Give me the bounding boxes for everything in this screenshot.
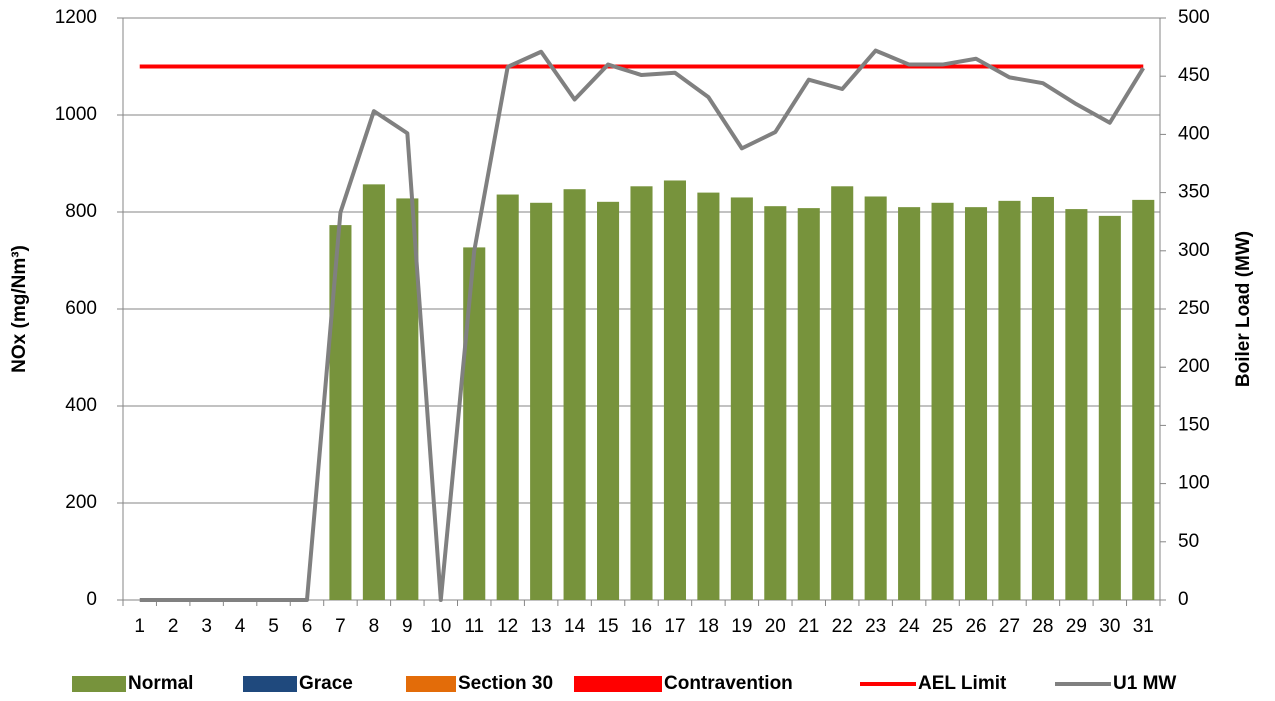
- legend-swatch: [574, 676, 662, 692]
- bar: [1098, 215, 1121, 600]
- bar: [931, 202, 954, 600]
- x-tick-label: 1: [134, 616, 145, 637]
- bar: [1065, 209, 1088, 600]
- x-tick-label: 22: [832, 616, 853, 637]
- y-axis-label: NOx (mg/Nm³): [9, 245, 30, 373]
- x-tick-label: 26: [965, 616, 986, 637]
- bar: [496, 194, 519, 601]
- y2-tick-label: 250: [1178, 298, 1210, 319]
- bar: [831, 186, 854, 601]
- y-tick-label: 1000: [55, 104, 97, 125]
- x-tick-label: 12: [497, 616, 518, 637]
- bar: [1132, 199, 1155, 600]
- y-tick-label: 600: [65, 298, 97, 319]
- x-tick-label: 4: [235, 616, 246, 637]
- bar: [1031, 196, 1054, 600]
- x-tick-label: 31: [1133, 616, 1154, 637]
- legend-label: Grace: [299, 673, 353, 694]
- bar: [864, 196, 887, 601]
- x-tick-label: 3: [201, 616, 212, 637]
- y2-tick-label: 450: [1178, 65, 1210, 86]
- x-tick-label: 15: [597, 616, 618, 637]
- y2-tick-label: 500: [1178, 7, 1210, 28]
- x-tick-label: 29: [1066, 616, 1087, 637]
- x-tick-label: 7: [335, 616, 346, 637]
- bar: [630, 186, 653, 601]
- bar: [597, 201, 620, 600]
- bar: [396, 198, 419, 601]
- x-tick-label: 30: [1099, 616, 1120, 637]
- legend-label: Normal: [128, 673, 193, 694]
- bar: [998, 200, 1021, 600]
- x-tick-label: 23: [865, 616, 886, 637]
- y-tick-label: 0: [86, 589, 97, 610]
- x-tick-label: 25: [932, 616, 953, 637]
- bar: [530, 202, 553, 600]
- y-tick-label: 1200: [55, 7, 97, 28]
- x-tick-label: 16: [631, 616, 652, 637]
- bar: [764, 206, 787, 600]
- y2-tick-label: 350: [1178, 182, 1210, 203]
- x-tick-label: 11: [464, 616, 484, 637]
- y-tick-label: 400: [65, 395, 97, 416]
- line-series: [139, 48, 1145, 602]
- y2-tick-label: 400: [1178, 123, 1210, 144]
- bar: [964, 207, 988, 600]
- bar: [697, 192, 720, 600]
- legend-label: AEL Limit: [918, 673, 1007, 694]
- x-tick-label: 5: [268, 616, 279, 637]
- x-tick-label: 20: [765, 616, 786, 637]
- x-tick-label: 21: [798, 616, 819, 637]
- bar: [329, 225, 352, 600]
- y2-tick-label: 300: [1178, 240, 1210, 261]
- legend-swatch: [72, 676, 126, 692]
- bar: [898, 207, 921, 600]
- bar: [362, 184, 385, 601]
- x-tick-label: 14: [564, 616, 586, 637]
- x-tick-label: 8: [369, 616, 380, 637]
- legend-swatch: [406, 676, 456, 692]
- x-tick-label: 6: [302, 616, 313, 637]
- legend-label: Contravention: [664, 673, 793, 694]
- y2-tick-label: 0: [1178, 589, 1189, 610]
- bar: [563, 189, 586, 600]
- bar: [663, 180, 686, 600]
- x-tick-label: 13: [531, 616, 552, 637]
- x-tick-label: 28: [1032, 616, 1053, 637]
- x-tick-label: 27: [999, 616, 1020, 637]
- y2-tick-label: 150: [1178, 414, 1210, 435]
- x-tick-label: 2: [168, 616, 179, 637]
- x-tick-label: 10: [430, 616, 451, 637]
- bar: [730, 197, 753, 600]
- x-tick-label: 24: [899, 616, 921, 637]
- y2-tick-label: 200: [1178, 356, 1210, 377]
- legend-label: Section 30: [458, 673, 553, 694]
- y2-axis-label: Boiler Load (MW): [1233, 231, 1254, 387]
- y-tick-label: 800: [65, 201, 97, 222]
- x-tick-label: 9: [402, 616, 413, 637]
- x-tick-label: 17: [664, 616, 685, 637]
- y2-tick-label: 50: [1178, 531, 1199, 552]
- legend-swatch: [243, 676, 297, 692]
- bar: [463, 247, 486, 600]
- y-tick-label: 200: [65, 492, 97, 513]
- bar: [797, 208, 820, 600]
- x-tick-label: 19: [731, 616, 752, 637]
- y2-tick-label: 100: [1178, 473, 1210, 494]
- legend-label: U1 MW: [1113, 673, 1176, 694]
- x-tick-label: 18: [698, 616, 719, 637]
